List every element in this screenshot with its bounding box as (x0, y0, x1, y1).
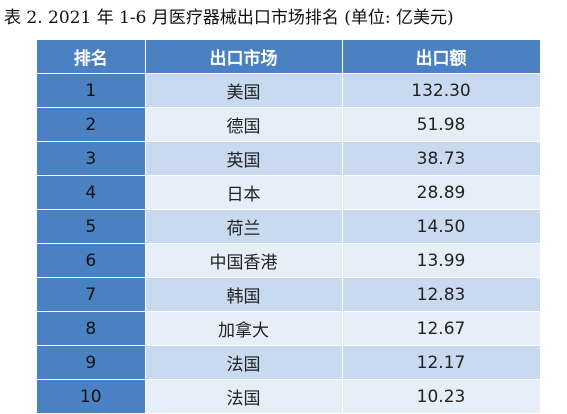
market-cell: 韩国 (145, 277, 343, 312)
table-row: 9 法国 12.17 (37, 345, 541, 380)
table-row: 6 中国香港 13.99 (37, 243, 541, 278)
table-row: 1 美国 132.30 (37, 73, 541, 108)
market-cell: 日本 (145, 175, 343, 210)
table-row: 8 加拿大 12.67 (37, 311, 541, 346)
rank-cell: 2 (37, 107, 146, 142)
table-row: 7 韩国 12.83 (37, 277, 541, 312)
rank-cell: 7 (37, 277, 146, 312)
table-header-row: 排名 出口市场 出口额 (37, 40, 541, 74)
rank-cell: 9 (37, 345, 146, 380)
amount-cell: 12.17 (342, 345, 541, 380)
rank-cell: 3 (37, 141, 146, 176)
rank-cell: 6 (37, 243, 146, 278)
table-row: 5 荷兰 14.50 (37, 209, 541, 244)
rank-cell: 8 (37, 311, 146, 346)
rank-cell: 5 (37, 209, 146, 244)
market-cell: 美国 (145, 73, 343, 108)
amount-cell: 51.98 (342, 107, 541, 142)
rank-cell: 4 (37, 175, 146, 210)
amount-cell: 12.67 (342, 311, 541, 346)
market-cell: 荷兰 (145, 209, 343, 244)
table-row: 4 日本 28.89 (37, 175, 541, 210)
market-cell: 中国香港 (145, 243, 343, 278)
amount-cell: 12.83 (342, 277, 541, 312)
amount-cell: 13.99 (342, 243, 541, 278)
table-row: 2 德国 51.98 (37, 107, 541, 142)
amount-cell: 132.30 (342, 73, 541, 108)
table-row: 3 英国 38.73 (37, 141, 541, 176)
header-amount: 出口额 (342, 40, 541, 74)
table-row: 10 法国 10.23 (37, 379, 541, 414)
market-cell: 加拿大 (145, 311, 343, 346)
header-rank: 排名 (37, 40, 146, 74)
export-ranking-table: 排名 出口市场 出口额 1 美国 132.30 2 德国 51.98 3 英国 … (37, 40, 541, 414)
amount-cell: 10.23 (342, 379, 541, 414)
market-cell: 德国 (145, 107, 343, 142)
amount-cell: 28.89 (342, 175, 541, 210)
amount-cell: 14.50 (342, 209, 541, 244)
market-cell: 法国 (145, 345, 343, 380)
rank-cell: 10 (37, 379, 146, 414)
table-caption: 表 2. 2021 年 1-6 月医疗器械出口市场排名 (单位: 亿美元) (4, 8, 454, 28)
amount-cell: 38.73 (342, 141, 541, 176)
rank-cell: 1 (37, 73, 146, 108)
market-cell: 英国 (145, 141, 343, 176)
market-cell: 法国 (145, 379, 343, 414)
header-market: 出口市场 (145, 40, 343, 74)
